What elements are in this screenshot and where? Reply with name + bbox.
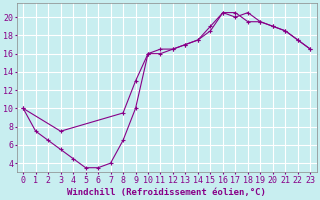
X-axis label: Windchill (Refroidissement éolien,°C): Windchill (Refroidissement éolien,°C): [67, 188, 266, 197]
